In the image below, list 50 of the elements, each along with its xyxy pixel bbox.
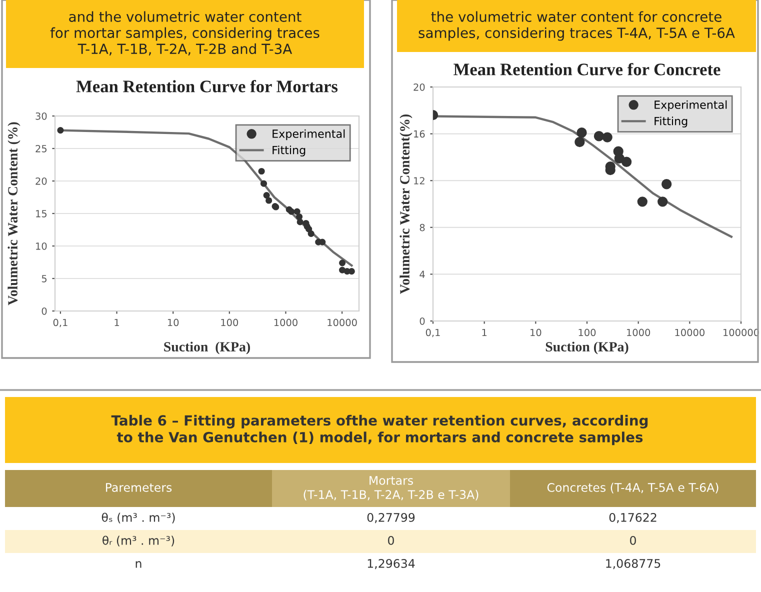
x-tick-label: 100: [578, 328, 596, 336]
category-label: Mortars (T-1A, T-1B, T-2A, T-2B e T-3A): [304, 476, 478, 500]
y-tick-label: 16: [414, 130, 425, 138]
y-tick-label: 25: [36, 144, 47, 152]
legend-label: Fitting: [654, 116, 688, 128]
y-tick-label: 20: [36, 177, 47, 185]
category-label: θₛ (m³ . m⁻³): [102, 512, 175, 524]
text: 0: [630, 536, 636, 545]
y-tick-label: 4: [420, 270, 425, 278]
x-tick-label: 1000: [274, 318, 298, 326]
y-axis-title: Volumetric Water Content(%): [400, 114, 412, 294]
x-tick-label: 10: [530, 328, 542, 336]
category-label: n: [136, 561, 142, 568]
x-axis-title: Suction (KPa): [164, 342, 250, 354]
x-tick-label: 10000: [328, 318, 357, 326]
chart-title: Mean Retention Curve for Mortars: [76, 80, 338, 92]
text: Table 6 – Fitting parameters ofthe water retention curves, according to the Van Genutchen (1) model, for mortars and concrete samples: [111, 414, 648, 446]
text: 1,29634: [368, 558, 415, 570]
legend-label: Fitting: [272, 146, 306, 156]
x-tick-label: 10000: [675, 328, 704, 336]
text: 0,27799: [367, 512, 415, 524]
x-tick-label: 0,1: [426, 328, 440, 338]
x-axis-title: Suction (KPa): [546, 342, 628, 354]
y-tick-label: 0: [420, 317, 425, 325]
text: 1,068775: [606, 558, 660, 570]
y-tick-label: 15: [36, 210, 47, 218]
y-tick-label: 8: [420, 224, 425, 232]
y-tick-label: 5: [42, 275, 47, 282]
legend-label: Experimental: [654, 100, 727, 112]
x-tick-label: 1000: [627, 328, 650, 336]
y-tick-label: 20: [414, 83, 425, 91]
y-tick-label: 10: [36, 242, 47, 250]
chart-title: Mean Retention Curve for Concrete: [454, 62, 720, 76]
x-tick-label: 1: [114, 318, 119, 326]
y-axis-title: Volumetric Water Content (%): [8, 122, 20, 306]
chart-subtitle: and the volumetric water content for mortar samples, considering traces T-1A, T-1B, T-2A, T-2B and T-3A: [50, 11, 320, 56]
text: 0,17622: [609, 512, 656, 524]
text: 0: [388, 536, 394, 545]
x-tick-label: 10: [168, 318, 179, 326]
category-label: Paremeters: [106, 483, 172, 492]
y-tick-label: 12: [414, 177, 424, 184]
chart-subtitle: the volumetric water content for concrete samples, considering traces T-4A, T-5A e T-6A: [418, 11, 735, 41]
y-tick-label: 30: [36, 112, 47, 120]
x-tick-label: 100: [221, 318, 238, 326]
legend-label: Experimental: [272, 129, 345, 140]
y-tick-label: 0: [42, 307, 47, 315]
category-label: Concretes (T-4A, T-5A e T-6A): [547, 482, 718, 494]
category-label: θᵣ (m³ . m⁻³): [102, 536, 174, 546]
x-tick-label: 1: [482, 328, 487, 336]
x-tick-label: 0,1: [53, 318, 68, 328]
